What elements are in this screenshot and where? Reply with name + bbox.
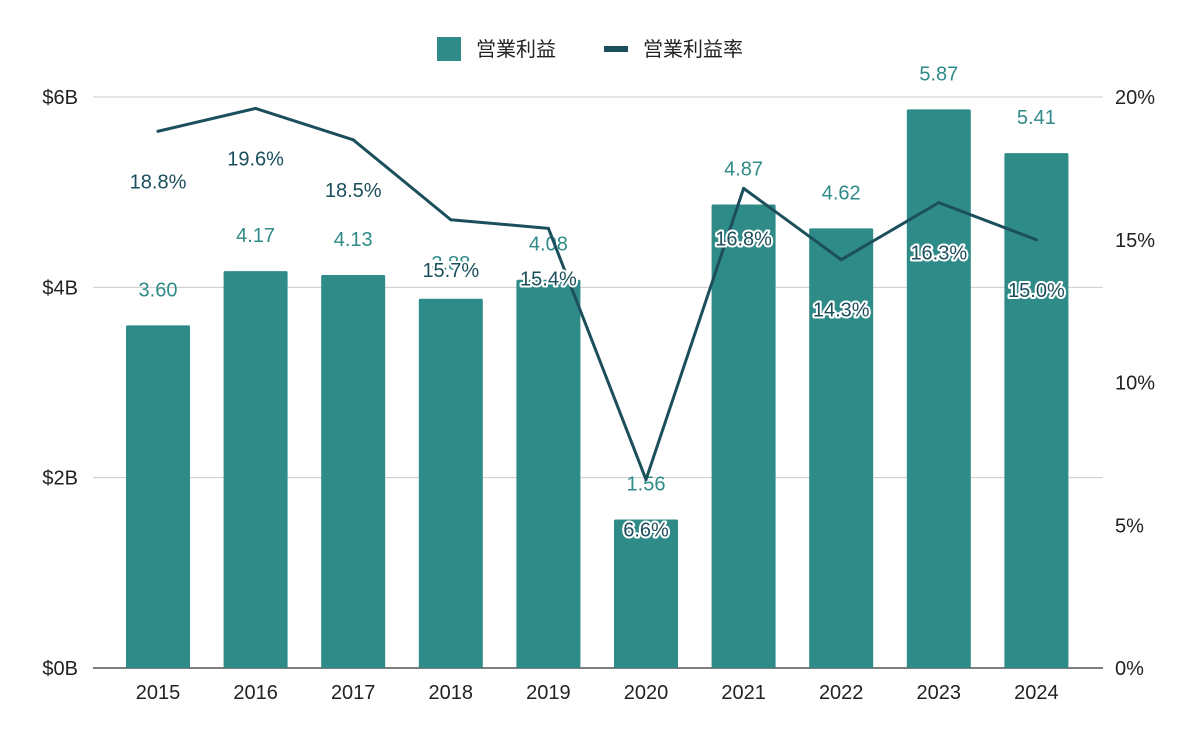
- left-axis-tick-label: $2B: [42, 468, 78, 490]
- line-point: [254, 106, 258, 110]
- left-axis-tick-label: $0B: [42, 658, 78, 680]
- left-axis: $0B $2B $4B $6B: [42, 87, 78, 680]
- x-axis-tick-label: 2019: [526, 682, 571, 704]
- line-point: [1034, 238, 1038, 242]
- line-value-label: 18.8%: [130, 171, 187, 193]
- x-axis-tick-label: 2017: [331, 682, 376, 704]
- legend-label-operating-margin: 営業利益率: [643, 37, 743, 61]
- left-axis-tick-label: $6B: [42, 87, 78, 109]
- line-point: [351, 138, 355, 142]
- right-axis: 0% 5% 10% 15% 20%: [1115, 87, 1155, 680]
- line-value-label: 16.8%: [715, 228, 772, 250]
- bar-series-operating-profit: [126, 109, 1069, 669]
- bar-value-label: 3.88: [431, 253, 470, 275]
- line-point: [937, 201, 941, 205]
- x-axis-tick-label: 2015: [136, 682, 181, 704]
- x-axis-tick-label: 2020: [624, 682, 669, 704]
- bar: [223, 271, 288, 668]
- legend-label-operating-profit: 営業利益: [476, 37, 556, 61]
- x-axis-tick-label: 2024: [1014, 682, 1059, 704]
- bar-value-label: 4.62: [822, 182, 861, 204]
- right-axis-tick-label: 10%: [1115, 373, 1155, 395]
- line-value-label: 19.6%: [227, 148, 284, 170]
- line-value-label: 15.4%: [520, 268, 577, 290]
- right-axis-tick-label: 20%: [1115, 87, 1155, 109]
- bar-value-label: 3.60: [139, 279, 178, 301]
- chart-legend: 営業利益 営業利益率: [437, 37, 743, 61]
- x-axis-tick-label: 2023: [917, 682, 962, 704]
- line-point: [644, 478, 648, 482]
- line-series-operating-margin: [156, 106, 1038, 482]
- bar-value-label: 4.17: [236, 225, 275, 247]
- bar: [906, 109, 971, 669]
- bar: [418, 298, 483, 668]
- x-axis-tick-label: 2022: [819, 682, 864, 704]
- legend-swatch-operating-profit: [437, 37, 461, 61]
- bar-value-label: 1.56: [627, 474, 666, 496]
- bar: [614, 519, 678, 668]
- margin-line: [156, 106, 1038, 482]
- legend-swatch-operating-margin: [604, 46, 628, 52]
- left-axis-tick-label: $4B: [42, 277, 78, 299]
- bar: [516, 279, 581, 668]
- line-value-label: 18.5%: [325, 180, 382, 202]
- line-point: [742, 186, 746, 190]
- bar-value-label: 5.41: [1017, 107, 1056, 129]
- bar-value-label: 4.08: [529, 234, 568, 256]
- x-axis-tick-label: 2016: [233, 682, 278, 704]
- right-axis-tick-label: 5%: [1115, 515, 1144, 537]
- line-point: [156, 129, 160, 133]
- line-point: [546, 226, 550, 230]
- line-data-labels: 18.8% 19.6% 18.5% 15.7% 15.4% 6.6% 16.8% 14.3% 1…: [128, 146, 1067, 543]
- bar-value-label: 4.87: [724, 159, 763, 181]
- bar: [809, 228, 874, 668]
- line-value-label: 15.0%: [1008, 280, 1065, 302]
- bar: [321, 274, 386, 668]
- line-value-label: 14.3%: [813, 300, 870, 322]
- right-axis-tick-label: 0%: [1115, 658, 1144, 680]
- line-value-label: 15.7%: [422, 260, 479, 282]
- bar-value-label: 4.13: [334, 229, 373, 251]
- right-axis-tick-label: 15%: [1115, 230, 1155, 252]
- x-axis: 2015 2016 2017 2018 2019 2020 2021 2022 2023 2024: [136, 682, 1059, 704]
- line-value-label: 16.3%: [910, 243, 967, 265]
- line-point: [449, 218, 453, 222]
- line-point: [839, 258, 843, 262]
- x-axis-tick-label: 2021: [721, 682, 766, 704]
- bar: [1004, 153, 1069, 669]
- x-axis-tick-label: 2018: [429, 682, 474, 704]
- bar: [126, 325, 190, 668]
- line-value-label: 6.6%: [623, 520, 669, 542]
- bar-value-label: 5.87: [919, 63, 958, 85]
- bar: [711, 204, 776, 668]
